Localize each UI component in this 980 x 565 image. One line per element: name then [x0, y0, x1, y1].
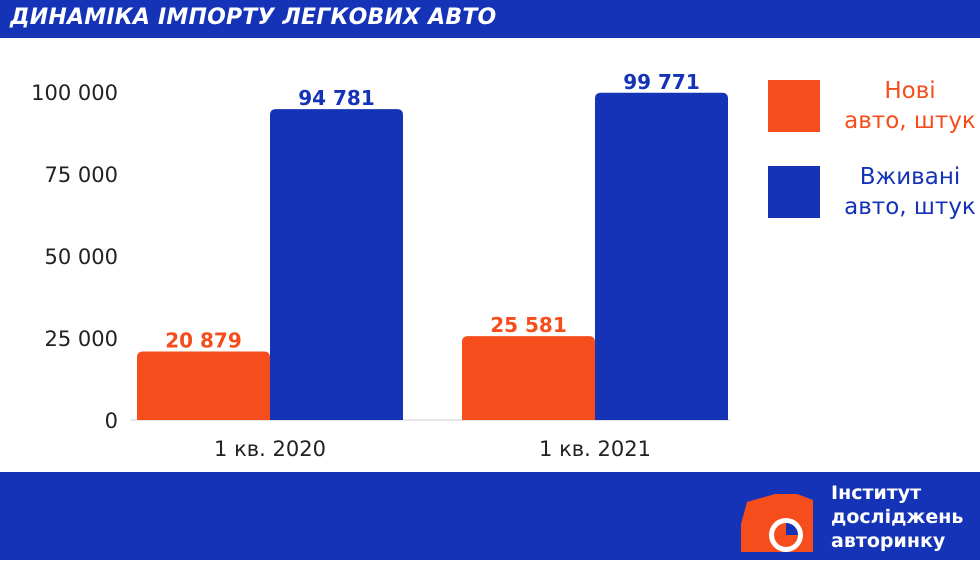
- brand-line-2: досліджень: [831, 506, 964, 528]
- brand-line-3: авторинку: [831, 530, 946, 552]
- brand-name: Інститут досліджень авторинку: [831, 481, 963, 553]
- bar-used: [595, 92, 728, 420]
- legend-label-new-line1: Нові: [884, 78, 936, 104]
- y-tick-label: 0: [105, 409, 118, 433]
- header-bar: ДИНАМІКА ІМПОРТУ ЛЕГКОВИХ АВТО: [0, 0, 980, 38]
- x-tick-label: 1 кв. 2020: [214, 437, 326, 461]
- legend-label-used-line1: Вживані: [859, 164, 961, 190]
- car-pie-logo-icon: [741, 494, 813, 552]
- legend-label-used: Вживані авто, штук: [830, 162, 980, 222]
- data-label: 25 581: [490, 313, 567, 337]
- data-label: 99 771: [623, 70, 700, 94]
- bar-new: [462, 336, 595, 420]
- x-tick-label: 1 кв. 2021: [539, 437, 651, 461]
- legend-label-new-line2: авто, штук: [844, 108, 976, 134]
- data-label: 20 879: [165, 329, 242, 353]
- bar-chart: 0 25 000 50 000 75 000 100 000 20 879 25 581 94…: [31, 70, 730, 461]
- legend-swatch-used: [768, 166, 820, 218]
- legend-label-used-line2: авто, штук: [844, 194, 976, 220]
- bar-used: [270, 109, 403, 420]
- brand-logo: Інститут досліджень авторинку: [735, 478, 980, 560]
- brand-line-1: Інститут: [831, 482, 922, 504]
- legend-label-new: Нові авто, штук: [830, 76, 980, 136]
- page-title: ДИНАМІКА ІМПОРТУ ЛЕГКОВИХ АВТО: [10, 5, 497, 30]
- y-tick-label: 50 000: [45, 245, 118, 269]
- legend-swatch-new: [768, 80, 820, 132]
- data-label: 94 781: [298, 86, 375, 110]
- footer-bar: [0, 472, 980, 560]
- bar-new: [137, 351, 270, 420]
- y-tick-label: 75 000: [45, 163, 118, 187]
- y-tick-label: 100 000: [31, 81, 118, 105]
- y-tick-label: 25 000: [45, 327, 118, 351]
